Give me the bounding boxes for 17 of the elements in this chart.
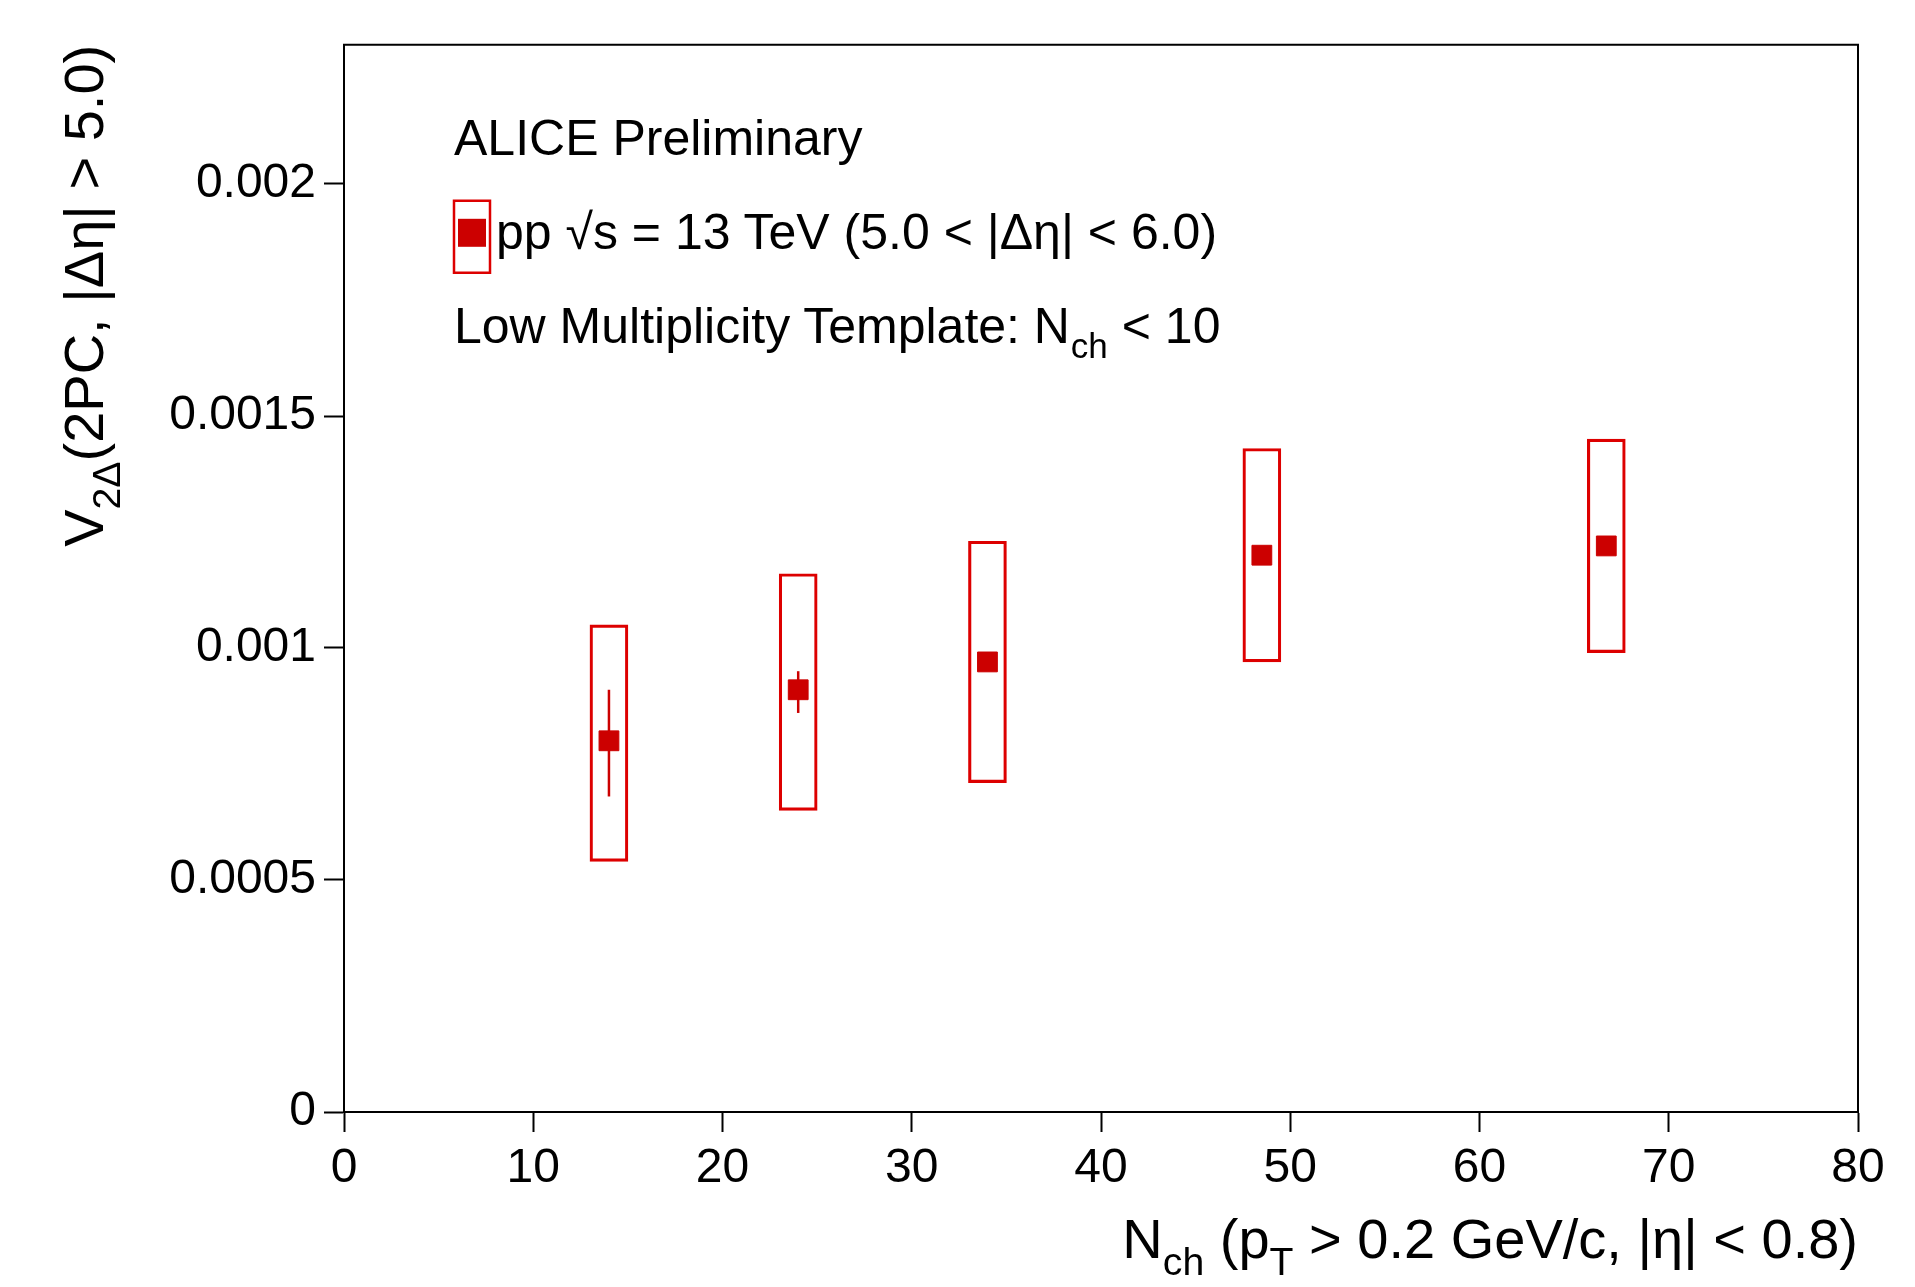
y-tick-label: 0.0015 — [169, 386, 316, 440]
x-tick-label: 40 — [1074, 1139, 1128, 1193]
y-tick-label: 0.001 — [195, 618, 316, 672]
annotation: ALICE Preliminary — [454, 109, 863, 166]
y-tick-label: 0.002 — [195, 154, 316, 208]
y-tick-label: 0.0005 — [169, 850, 316, 904]
x-tick-label: 30 — [885, 1139, 939, 1193]
y-tick-label: 0 — [289, 1082, 316, 1136]
legend-label: pp √s = 13 TeV (5.0 < |Δη| < 6.0) — [496, 203, 1218, 260]
x-tick-label: 60 — [1452, 1139, 1507, 1193]
x-tick-label: 80 — [1831, 1139, 1885, 1193]
x-tick-label: 10 — [506, 1139, 560, 1193]
x-tick-label: 0 — [330, 1139, 358, 1193]
x-tick-label: 70 — [1642, 1139, 1696, 1193]
x-tick-label: 50 — [1263, 1139, 1317, 1193]
x-tick-label: 20 — [695, 1139, 750, 1193]
y-axis-title: V2Δ(2PC, |Δη| > 5.0) — [52, 44, 128, 547]
